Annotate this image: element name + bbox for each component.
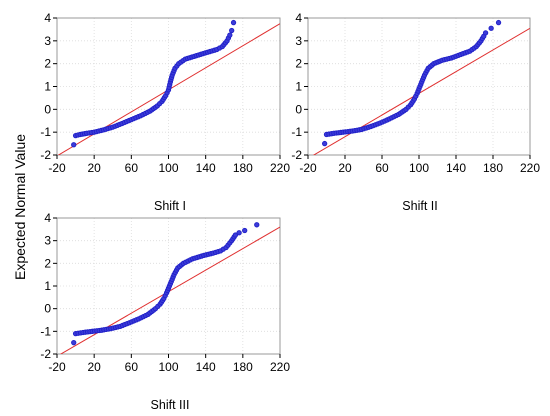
- x-tick-label: 220: [520, 161, 540, 175]
- x-tick-label: 60: [375, 161, 389, 175]
- y-tick-label: 2: [44, 256, 51, 270]
- x-tick-label: 20: [87, 161, 101, 175]
- y-tick-label: 4: [44, 11, 51, 25]
- panel-title: Shift I: [154, 199, 186, 213]
- x-tick-label: -20: [299, 161, 317, 175]
- y-tick-label: 4: [44, 211, 51, 225]
- y-tick-label: -1: [40, 125, 51, 139]
- x-tick-label: 60: [125, 161, 139, 175]
- y-tick-label: 0: [44, 102, 51, 116]
- y-tick-label: 2: [295, 57, 302, 71]
- y-tick-label: 4: [295, 11, 302, 25]
- x-tick-label: 20: [87, 360, 101, 374]
- data-point: [232, 232, 239, 238]
- x-tick-label: 140: [196, 360, 216, 374]
- panel-1: -20 20 60 100 140 180 220 -2 -1 0 1 2 3 4 Shift I: [40, 11, 290, 213]
- y-tick-label: 0: [295, 102, 302, 116]
- y-tick-label: 3: [44, 234, 51, 248]
- data-points: [71, 222, 260, 346]
- data-points: [71, 19, 237, 148]
- panel-2: -20 20 60 100 140 180 220 -2 -1 0 1 2 3 4 Shift II: [291, 11, 540, 213]
- x-tick-label: 100: [158, 161, 178, 175]
- x-tick-label: 60: [125, 360, 139, 374]
- x-tick-label: 220: [270, 360, 290, 374]
- y-tick-label: -2: [291, 148, 302, 162]
- data-point: [242, 227, 248, 234]
- y-tick-label: 1: [44, 279, 51, 293]
- data-point: [71, 340, 77, 346]
- data-points: [321, 19, 502, 147]
- x-tick-label: 220: [270, 161, 290, 175]
- panel-3: -20 20 60 100 140 180 220 -2 -1 0 1 2 3 4 Shift III: [40, 211, 290, 412]
- data-point: [71, 142, 77, 148]
- y-tick-label: 3: [44, 34, 51, 48]
- y-tick-label: 2: [44, 57, 51, 71]
- data-point: [230, 19, 237, 26]
- x-tick-label: -20: [48, 360, 66, 374]
- y-tick-label: 1: [44, 80, 51, 94]
- x-tick-label: -20: [48, 161, 66, 175]
- y-axis-label: Expected Normal Value: [12, 134, 28, 280]
- data-point: [321, 140, 328, 147]
- x-tick-label: 140: [196, 161, 216, 175]
- x-tick-label: 180: [233, 360, 253, 374]
- panel-title: Shift III: [151, 398, 190, 412]
- panel-title: Shift II: [402, 199, 437, 213]
- x-tick-label: 20: [338, 161, 352, 175]
- y-tick-label: 3: [295, 34, 302, 48]
- x-tick-label: 100: [409, 161, 429, 175]
- data-point: [227, 32, 233, 38]
- data-point: [488, 25, 494, 31]
- y-tick-label: -2: [40, 148, 51, 162]
- y-tick-label: -1: [40, 324, 51, 338]
- y-tick-label: -2: [40, 347, 51, 361]
- data-point: [482, 30, 489, 36]
- data-point: [495, 19, 502, 26]
- x-tick-label: 100: [158, 360, 178, 374]
- x-tick-label: 180: [483, 161, 503, 175]
- y-tick-label: 0: [44, 302, 51, 316]
- data-point: [236, 230, 242, 236]
- y-tick-label: 1: [295, 80, 302, 94]
- data-point: [229, 27, 235, 34]
- x-tick-label: 180: [233, 161, 253, 175]
- x-tick-label: 140: [446, 161, 466, 175]
- y-tick-label: -1: [291, 125, 302, 139]
- data-point: [254, 222, 260, 228]
